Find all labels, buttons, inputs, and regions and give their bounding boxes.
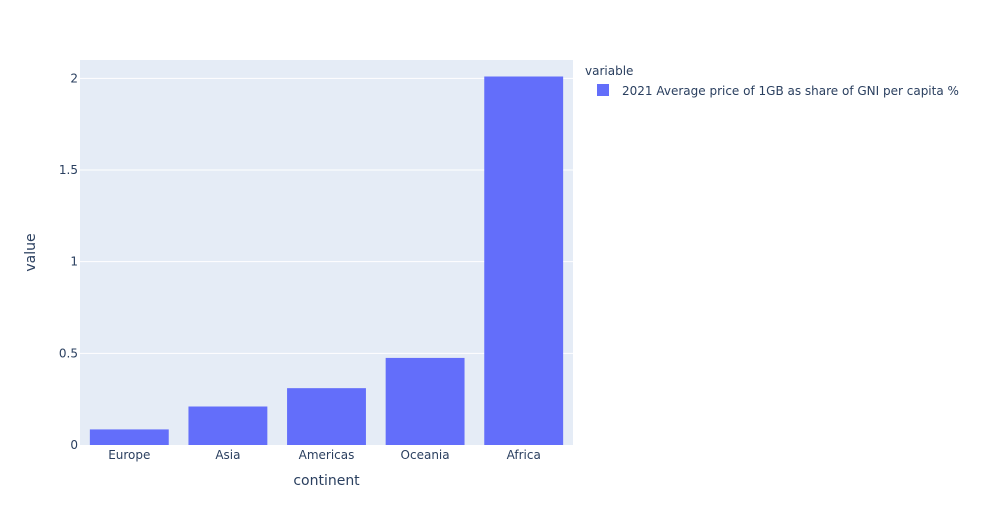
x-tick-label: Americas (299, 448, 355, 462)
legend[interactable]: variable 2021 Average price of 1GB as sh… (585, 64, 959, 98)
bar-asia[interactable] (188, 406, 268, 446)
x-tick-label: Asia (215, 448, 240, 462)
legend-label[interactable]: 2021 Average price of 1GB as share of GN… (622, 84, 959, 98)
y-tick-label: 2 (70, 71, 78, 85)
y-tick-label: 1 (70, 255, 78, 269)
y-tick-label: 0.5 (59, 346, 78, 360)
bars (89, 76, 564, 446)
x-tick-label: Europe (108, 448, 150, 462)
y-axis-title: value (23, 233, 39, 271)
bar-africa[interactable] (484, 76, 564, 446)
bar-americas[interactable] (287, 388, 366, 445)
bar-oceania[interactable] (385, 357, 465, 445)
legend-title: variable (585, 64, 633, 78)
y-axis-ticks: 0 0.5 1 1.5 2 (59, 71, 78, 452)
x-axis-title: continent (293, 473, 360, 489)
y-tick-label: 1.5 (59, 163, 78, 177)
bar-europe[interactable] (89, 429, 169, 445)
y-tick-label: 0 (70, 438, 78, 452)
legend-swatch[interactable] (597, 84, 609, 96)
x-tick-label: Oceania (401, 448, 450, 462)
x-tick-label: Africa (507, 448, 541, 462)
x-axis-ticks: Europe Asia Americas Oceania Africa (108, 448, 541, 462)
